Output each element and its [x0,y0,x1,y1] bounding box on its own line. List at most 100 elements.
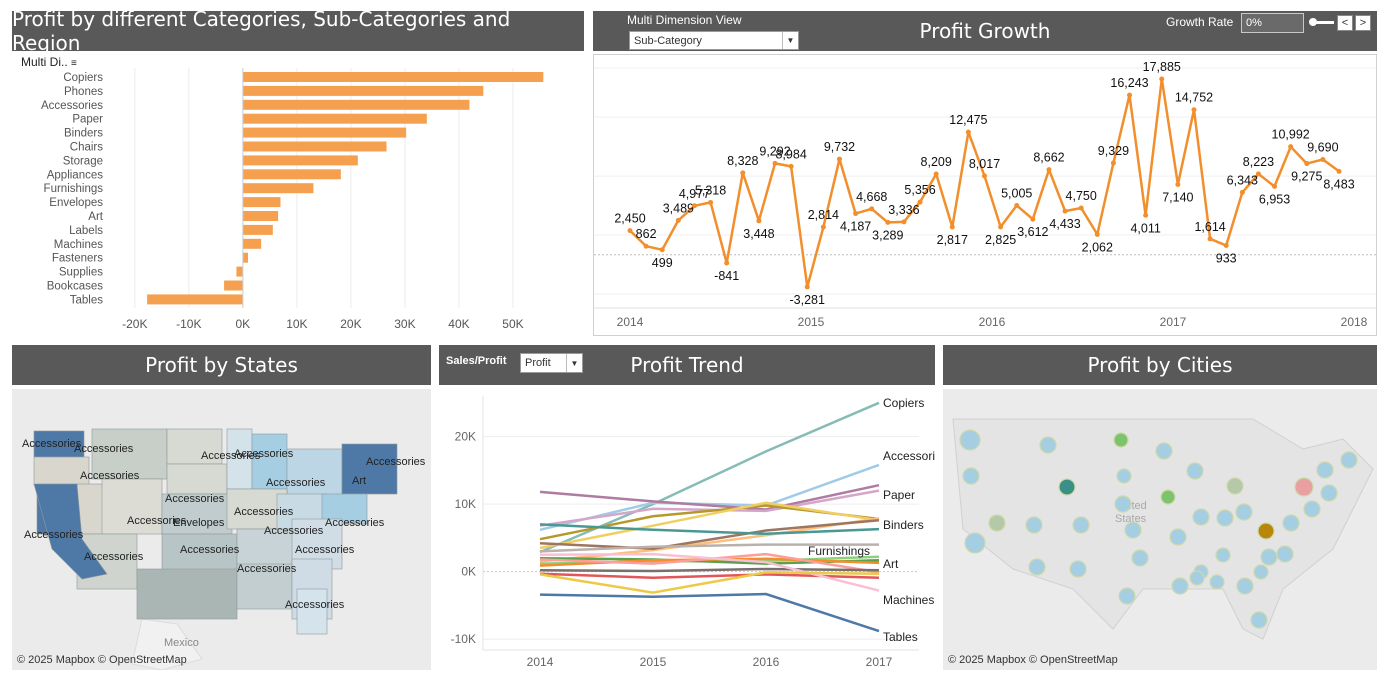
panel-categories-title: Profit by different Categories, Sub-Cate… [12,7,511,55]
growth-point [740,170,746,176]
x-tick-label: 10K [286,317,307,331]
x-tick-label: -10K [176,317,201,331]
map-label-line2: States [1115,513,1147,525]
slider-handle[interactable] [1309,18,1317,26]
mexico-land [131,618,203,670]
growth-point [1175,182,1181,188]
city-marker [1025,516,1043,534]
series-label-furnishings: Furnishings [808,544,870,558]
city-marker [1155,442,1173,460]
x-axis-label: 2018 [1341,315,1368,329]
bar-phones [242,85,484,96]
growth-data-label: 14,752 [1175,91,1213,105]
sort-icon[interactable]: ≡ [71,58,77,69]
growth-data-label: 3,612 [1017,225,1048,239]
growth-data-label: -841 [714,269,739,283]
city-marker [1257,522,1275,540]
bar-supplies [236,266,243,277]
growth-data-label: 499 [652,256,673,270]
growth-point [1272,183,1278,189]
growth-data-label: 7,140 [1162,191,1193,205]
growth-point [1094,231,1100,237]
city-marker [1124,521,1142,539]
city-marker [1131,549,1149,567]
column-header-label[interactable]: Multi Di.. ≡ [21,55,77,69]
growth-point [933,171,939,177]
growth-data-label: 2,814 [808,208,839,222]
states-map-attribution: © 2025 Mapbox © OpenStreetMap [17,654,187,666]
growth-point [627,228,633,234]
state-shape [136,568,238,620]
bar-chairs [242,141,387,152]
trend-line [539,552,880,592]
growth-point [1288,144,1294,150]
measure-value: Profit [525,357,551,369]
growth-point [1223,243,1229,249]
city-marker [1282,514,1300,532]
growth-data-label: 6,343 [1227,173,1258,187]
state-shape [33,430,85,458]
x-tick-label: 50K [502,317,523,331]
category-label: Furnishings [44,183,104,195]
state-shape-california [33,483,108,580]
growth-point [659,247,665,253]
growth-data-label: 9,292 [759,144,790,158]
growth-rate-slider[interactable] [1310,21,1334,24]
previous-button[interactable]: < [1337,15,1353,31]
dimension-view-label: Multi Dimension View [627,13,742,27]
growth-point [1143,212,1149,218]
bar-fasteners [242,252,248,263]
state-shape [286,448,343,500]
growth-point [1159,76,1165,82]
x-axis-label: 2014 [617,315,644,329]
y-tick-label: 20K [455,430,476,444]
state-label: Accessories [266,477,326,489]
trend-line [539,519,880,550]
x-axis-label: 2016 [979,315,1006,329]
growth-rate-input[interactable]: 0% [1241,13,1304,33]
state-shape [166,428,223,465]
us-landmass [952,418,1374,640]
growth-point [869,206,875,212]
city-marker [1160,489,1176,505]
growth-point [643,243,649,249]
state-shape [251,433,288,490]
bar-appliances [242,169,341,180]
growth-data-label: 8,483 [1323,177,1354,191]
city-marker [1226,477,1244,495]
x-tick-label: -20K [122,317,147,331]
growth-data-label: 5,318 [695,183,726,197]
city-marker [962,467,980,485]
profit-trend-chart: 20K 10K 0K -10K 2014 2015 2016 2017 Copiers Acces… [451,396,935,669]
city-marker [1113,432,1129,448]
state-label: Accessories [84,551,144,563]
panel-trend-header: Profit Trend [439,345,935,385]
y-tick-label: 0K [461,565,476,579]
growth-point [756,218,762,224]
trend-line [539,571,880,594]
state-label: Accessories [127,515,187,527]
growth-point [1046,167,1052,173]
next-button[interactable]: > [1355,15,1371,31]
growth-point [1336,168,1342,174]
measure-select[interactable]: Profit ▼ [520,353,583,373]
dimension-view-value: Sub-Category [634,34,702,47]
bar-bookcases [224,280,243,291]
panel-states-title: Profit by States [145,353,298,377]
growth-data-label: 2,450 [614,212,645,226]
state-shape [101,478,163,535]
growth-data-label: 9,690 [1307,140,1338,154]
city-marker [1072,516,1090,534]
states-map[interactable]: Accessories Accessories Accessories Accesso… [12,389,431,670]
state-label: Envelopes [173,517,225,529]
trend-line [539,504,880,541]
growth-data-label: 17,885 [1143,60,1181,74]
x-tick-label: 0K [236,317,251,331]
dimension-view-select[interactable]: Sub-Category ▼ [629,31,799,50]
city-marker [1253,564,1269,580]
growth-point [675,217,681,223]
x-axis-label: 2017 [866,655,893,669]
cities-map[interactable]: UnitedStates © 2025 Mapbox © OpenStreetM… [943,389,1377,670]
growth-point [982,173,987,179]
state-label: Accessories [285,599,345,611]
